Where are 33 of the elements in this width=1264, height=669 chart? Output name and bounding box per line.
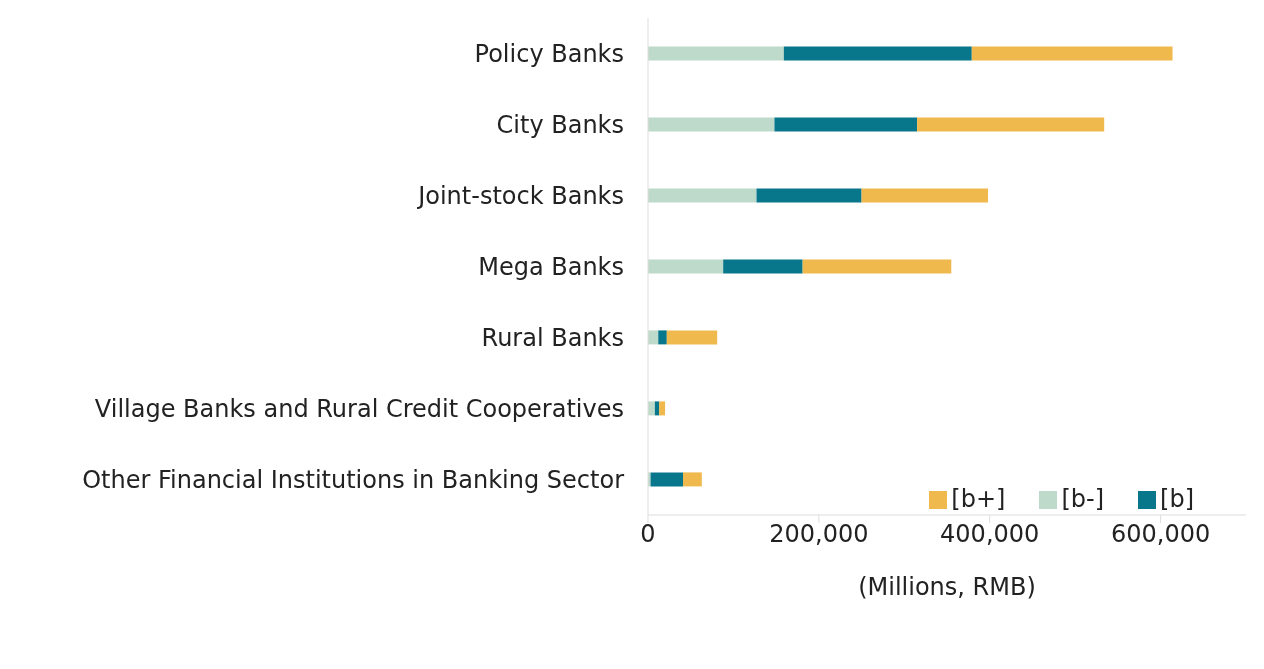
- bar: [648, 188, 757, 203]
- y-tick-label: Other Financial Institutions in Banking Sector: [82, 466, 625, 495]
- legend-label: [b-]: [1061, 485, 1105, 513]
- bar: [659, 401, 666, 416]
- y-tick-label: Joint-stock Banks: [416, 182, 624, 211]
- bar: [774, 117, 918, 132]
- bar: [654, 401, 660, 416]
- y-tick-label: Village Banks and Rural Credit Cooperatives: [94, 395, 624, 424]
- y-tick-label: Rural Banks: [481, 324, 624, 353]
- bar: [917, 117, 1105, 132]
- bar: [783, 46, 972, 61]
- bar: [648, 117, 775, 132]
- bar: [861, 188, 989, 203]
- bar: [650, 472, 684, 487]
- bar: [666, 330, 718, 345]
- bar: [648, 259, 724, 274]
- x-tick-label: 200,000: [769, 520, 869, 549]
- bar: [658, 330, 667, 345]
- bar: [802, 259, 952, 274]
- bar: [756, 188, 862, 203]
- y-tick-label: City Banks: [496, 111, 624, 140]
- bar: [723, 259, 803, 274]
- x-tick-label: 600,000: [1110, 520, 1211, 549]
- x-tick-label: 0: [640, 520, 656, 549]
- bar: [971, 46, 1173, 61]
- x-axis-title: (Millions, RMB): [858, 573, 1036, 601]
- y-tick-label: Policy Banks: [474, 40, 624, 69]
- legend-label: [b]: [1160, 485, 1194, 513]
- bar: [683, 472, 702, 487]
- legend-label: [b+]: [951, 485, 1006, 513]
- x-tick-label: 400,000: [940, 520, 1040, 549]
- y-tick-label: Mega Banks: [478, 253, 624, 282]
- bar: [648, 46, 784, 61]
